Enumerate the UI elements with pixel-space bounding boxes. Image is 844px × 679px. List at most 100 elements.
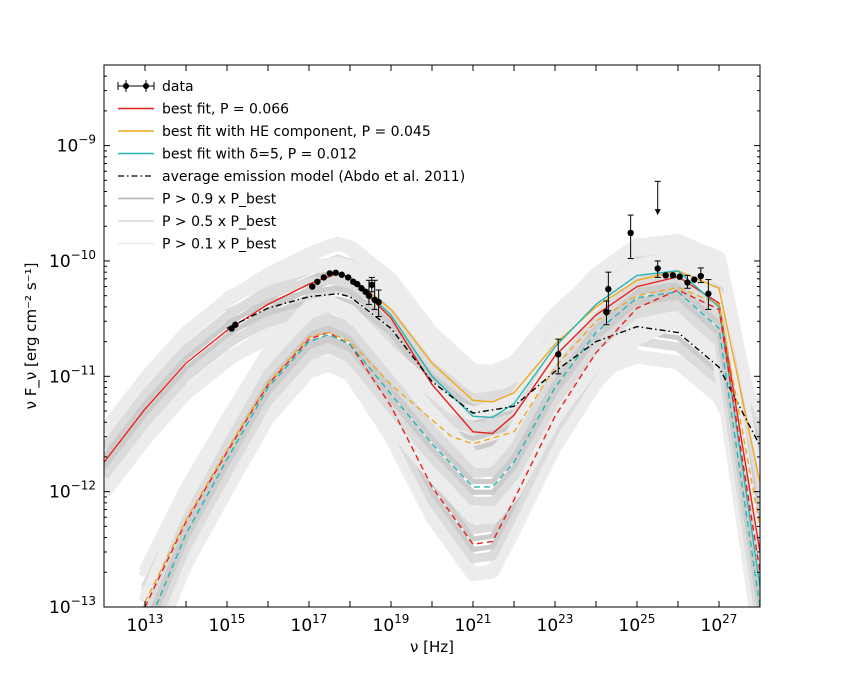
data-point-22 <box>654 265 661 272</box>
y-tick-label-4: 10−9 <box>57 133 96 157</box>
data-point-11 <box>358 285 365 292</box>
legend-entry-7: P > 0.1 x P_best <box>118 237 277 253</box>
data-point-6 <box>332 269 339 276</box>
x-tick-exp: 19 <box>394 612 409 626</box>
data-point-7 <box>338 271 345 278</box>
legend-label: best fit, P = 0.066 <box>162 102 289 118</box>
data-point-23 <box>662 272 669 279</box>
data-point-24 <box>669 272 677 279</box>
x-tick-exp: 21 <box>476 612 491 626</box>
data-point-27 <box>691 276 698 283</box>
legend-label: P > 0.1 x P_best <box>162 237 277 253</box>
series-line-1 <box>349 270 760 483</box>
data-point-13 <box>365 292 373 299</box>
x-tick-label-5: 1023 <box>537 612 574 636</box>
data-point-5 <box>326 270 333 277</box>
data-point-29 <box>705 290 712 297</box>
data-point-1 <box>232 321 239 328</box>
x-tick-label-7: 1027 <box>701 612 738 636</box>
data-point-8 <box>344 274 352 281</box>
series-line-6 <box>154 291 760 607</box>
x-tick-base: 10 <box>455 616 477 636</box>
data-point-21 <box>627 229 634 237</box>
x-tick-exp: 23 <box>558 612 573 626</box>
y-tick-label-2: 10−11 <box>49 363 96 387</box>
data-point-2 <box>309 283 316 290</box>
x-tick-exp: 25 <box>640 612 655 626</box>
data-point-25 <box>676 273 683 280</box>
legend-label: P > 0.5 x P_best <box>162 214 277 230</box>
x-tick-exp: 15 <box>230 612 245 626</box>
x-tick-label-4: 1021 <box>455 612 492 636</box>
uncertainty-band-6-0-1 <box>138 254 760 606</box>
y-tick-exp: −9 <box>78 133 96 147</box>
x-tick-label-2: 1017 <box>291 612 328 636</box>
legend-label: P > 0.9 x P_best <box>162 192 277 208</box>
legend-label: average emission model (Abdo et al. 2011… <box>162 169 465 185</box>
y-tick-base: 10 <box>49 367 71 387</box>
legend-entry-5: P > 0.9 x P_best <box>118 192 277 208</box>
uncertainty-band-6-2-0 <box>155 294 760 607</box>
y-tick-base: 10 <box>49 598 71 618</box>
x-tick-exp: 17 <box>312 612 327 626</box>
data-point-26 <box>684 279 691 286</box>
upper-limit-arrow-0 <box>654 209 661 216</box>
x-tick-base: 10 <box>537 616 559 636</box>
legend-label: best fit with HE component, P = 0.045 <box>162 124 431 140</box>
legend-entry-1: best fit, P = 0.066 <box>118 102 289 118</box>
series-line-3 <box>226 292 760 447</box>
data-point-28 <box>697 272 705 280</box>
x-tick-label-6: 1025 <box>619 612 656 636</box>
uncertainty-band-6-1-1 <box>144 272 760 607</box>
x-axis-label: ν [Hz] <box>410 638 454 656</box>
legend-label: data <box>162 79 194 95</box>
uncertainty-band-6-1-0 <box>156 301 760 607</box>
y-tick-label-0: 10−13 <box>49 594 96 618</box>
legend-marker <box>123 83 129 89</box>
y-tick-exp: −13 <box>71 594 96 608</box>
x-tick-exp: 27 <box>722 612 737 626</box>
legend: data best fit, P = 0.066 best fit with HE … <box>117 79 465 253</box>
uncertainty-band-6-2-1 <box>150 284 760 607</box>
y-tick-exp: −12 <box>71 479 96 493</box>
data-point-14 <box>368 281 375 289</box>
x-tick-label-1: 1015 <box>209 612 246 636</box>
x-tick-label-3: 1019 <box>373 612 410 636</box>
y-tick-exp: −10 <box>71 248 96 262</box>
x-tick-base: 10 <box>619 616 641 636</box>
x-tick-base: 10 <box>127 616 149 636</box>
series-line-0 <box>104 272 760 553</box>
legend-entry-2: best fit with HE component, P = 0.045 <box>118 124 431 140</box>
data-point-4 <box>320 274 328 281</box>
series-line-4 <box>144 289 760 607</box>
series-line-2 <box>349 270 760 587</box>
data-point-16 <box>375 298 382 306</box>
x-tick-base: 10 <box>373 616 395 636</box>
x-tick-base: 10 <box>291 616 313 636</box>
y-tick-base: 10 <box>57 137 79 157</box>
legend-entry-0: data <box>117 79 194 95</box>
x-tick-base: 10 <box>209 616 231 636</box>
x-tick-base: 10 <box>701 616 723 636</box>
y-tick-label-1: 10−12 <box>49 479 96 503</box>
legend-entry-3: best fit with δ=5, P = 0.012 <box>118 147 357 163</box>
y-tick-exp: −11 <box>71 363 96 377</box>
data-point-3 <box>314 278 321 285</box>
legend-entry-4: average emission model (Abdo et al. 2011… <box>118 169 465 185</box>
data-point-17 <box>555 351 562 358</box>
legend-label: best fit with δ=5, P = 0.012 <box>162 147 357 163</box>
y-axis-label: ν F_ν [erg cm⁻² s⁻¹] <box>22 263 41 410</box>
series-line-5 <box>144 286 760 603</box>
x-tick-exp: 13 <box>148 612 163 626</box>
data-point-10 <box>354 280 361 288</box>
x-tick-label-0: 1013 <box>127 612 164 636</box>
legend-marker <box>143 83 149 89</box>
data-point-20 <box>605 285 612 293</box>
legend-entry-6: P > 0.5 x P_best <box>118 214 277 230</box>
y-tick-base: 10 <box>49 252 71 272</box>
uncertainty-band-6-0-0 <box>160 314 760 607</box>
y-tick-label-3: 10−10 <box>49 248 96 272</box>
y-tick-base: 10 <box>49 483 71 503</box>
